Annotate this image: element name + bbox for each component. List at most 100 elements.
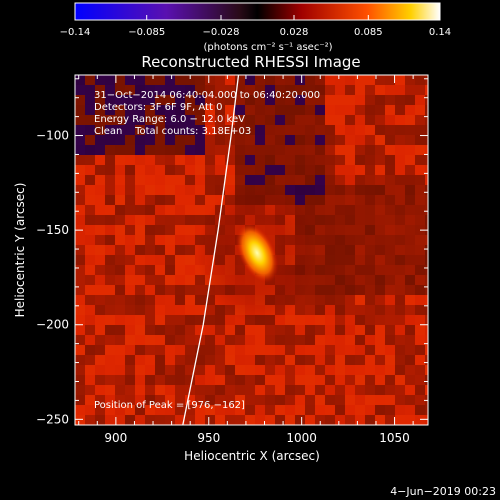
heatmap-cell xyxy=(195,125,205,135)
heatmap-cell xyxy=(95,195,105,205)
heatmap-cell xyxy=(415,185,425,195)
heatmap-cell xyxy=(265,115,275,125)
heatmap-cell xyxy=(255,355,265,365)
heatmap-cell xyxy=(135,185,145,195)
heatmap-cell xyxy=(165,275,175,285)
heatmap-cell xyxy=(105,135,115,145)
heatmap-cell xyxy=(375,355,385,365)
heatmap-cell xyxy=(145,145,155,155)
heatmap-cell xyxy=(425,275,428,285)
heatmap-cell xyxy=(375,185,385,195)
heatmap-cell xyxy=(245,405,255,415)
heatmap-cell xyxy=(115,385,125,395)
heatmap-cell xyxy=(365,155,375,165)
heatmap-cell xyxy=(255,395,265,405)
heatmap-cell xyxy=(355,395,365,405)
heatmap-cell xyxy=(75,345,85,355)
heatmap-cell xyxy=(305,145,315,155)
heatmap-cell xyxy=(85,395,95,405)
heatmap-cell xyxy=(285,375,295,385)
heatmap-cell xyxy=(185,315,195,325)
heatmap-cell xyxy=(325,245,335,255)
heatmap-cell xyxy=(85,205,95,215)
heatmap-cell xyxy=(335,95,345,105)
heatmap-cell xyxy=(185,405,195,415)
heatmap-cell xyxy=(75,175,85,185)
heatmap-cell xyxy=(425,125,428,135)
heatmap-cell xyxy=(185,365,195,375)
heatmap-cell xyxy=(335,135,345,145)
heatmap-cell xyxy=(375,205,385,215)
heatmap-cell xyxy=(255,145,265,155)
heatmap-cell xyxy=(165,185,175,195)
heatmap-cell xyxy=(375,75,385,85)
heatmap-cell xyxy=(195,205,205,215)
heatmap-cell xyxy=(135,155,145,165)
heatmap-cell xyxy=(315,185,325,195)
heatmap-cell xyxy=(95,325,105,335)
heatmap-cell xyxy=(195,285,205,295)
heatmap-cell xyxy=(355,255,365,265)
heatmap-cell xyxy=(295,125,305,135)
heatmap-cell xyxy=(415,155,425,165)
heatmap-cell xyxy=(295,175,305,185)
heatmap-cell xyxy=(135,405,145,415)
heatmap-cell xyxy=(125,405,135,415)
peak-source xyxy=(235,222,279,283)
heatmap-cell xyxy=(375,405,385,415)
heatmap-cell xyxy=(375,395,385,405)
heatmap-cell xyxy=(335,105,345,115)
heatmap-cell xyxy=(145,305,155,315)
heatmap-cell xyxy=(265,345,275,355)
heatmap-cell xyxy=(175,415,185,425)
heatmap-cell xyxy=(295,335,305,345)
x-tick-label: 1000 xyxy=(286,431,317,445)
heatmap-cell xyxy=(265,105,275,115)
heatmap-cell xyxy=(95,185,105,195)
heatmap-cell xyxy=(375,145,385,155)
plot-area xyxy=(75,75,428,425)
heatmap-cell xyxy=(385,415,395,425)
heatmap-cell xyxy=(295,135,305,145)
heatmap-cell xyxy=(305,95,315,105)
heatmap-cell xyxy=(245,385,255,395)
heatmap-cell xyxy=(135,415,145,425)
heatmap-cell xyxy=(215,105,225,115)
heatmap-cell xyxy=(95,175,105,185)
heatmap-cell xyxy=(185,325,195,335)
heatmap-cell xyxy=(235,175,245,185)
heatmap-cell xyxy=(125,145,135,155)
heatmap-cell xyxy=(415,375,425,385)
heatmap-cell xyxy=(235,75,245,85)
heatmap-cell xyxy=(155,195,165,205)
heatmap-cell xyxy=(315,335,325,345)
heatmap-cell xyxy=(405,315,415,325)
heatmap-cell xyxy=(145,175,155,185)
heatmap-cell xyxy=(335,415,345,425)
heatmap-cell xyxy=(365,275,375,285)
annotation-time: 31−Oct−2014 06:40:04.000 to 06:40:20.000 xyxy=(94,90,320,101)
heatmap-cell xyxy=(75,165,85,175)
heatmap-cell xyxy=(75,185,85,195)
heatmap-cell xyxy=(325,295,335,305)
heatmap-cell xyxy=(315,405,325,415)
heatmap-cell xyxy=(295,415,305,425)
heatmap-cell xyxy=(385,75,395,85)
heatmap-cell xyxy=(355,235,365,245)
heatmap-cell xyxy=(255,95,265,105)
heatmap-cell xyxy=(215,155,225,165)
heatmap-cell xyxy=(165,255,175,265)
heatmap-cell xyxy=(115,345,125,355)
heatmap-cell xyxy=(385,325,395,335)
heatmap-cell xyxy=(125,305,135,315)
heatmap-cell xyxy=(85,355,95,365)
heatmap-cell xyxy=(395,195,405,205)
heatmap-cell xyxy=(115,175,125,185)
heatmap-cell xyxy=(425,215,428,225)
heatmap-cell xyxy=(105,405,115,415)
heatmap-cell xyxy=(425,265,428,275)
heatmap-cell xyxy=(425,195,428,205)
heatmap-cell xyxy=(95,345,105,355)
heatmap-cell xyxy=(175,245,185,255)
heatmap-cell xyxy=(395,415,405,425)
